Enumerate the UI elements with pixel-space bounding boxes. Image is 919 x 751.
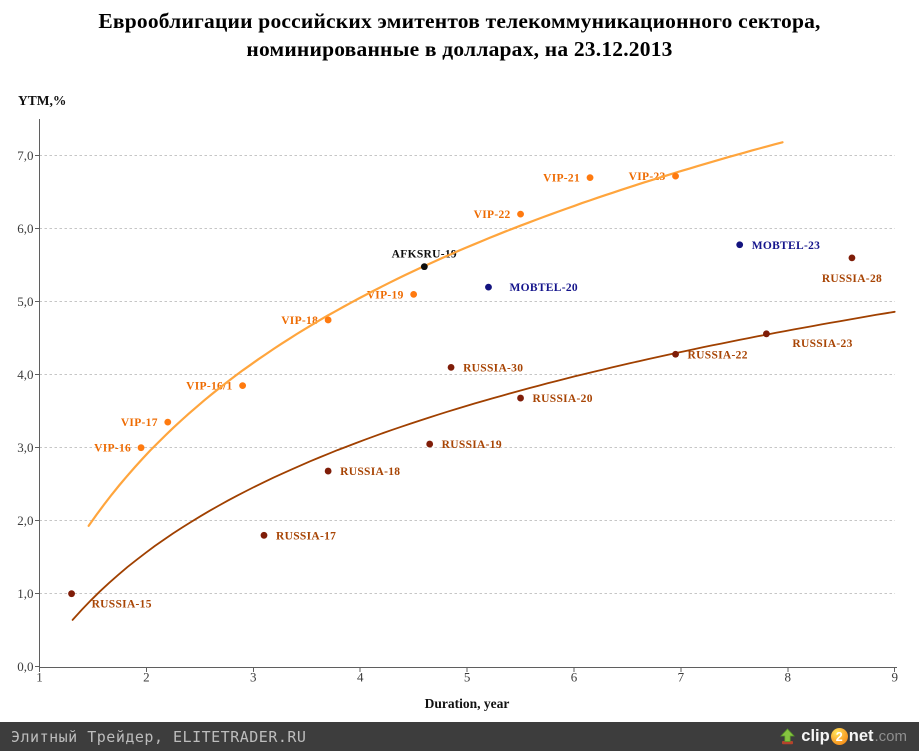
point-label-RUSSIA-15: RUSSIA-15 — [92, 599, 152, 611]
logo-text-com: .com — [874, 728, 907, 745]
point-label-VIP-23: VIP-23 — [629, 171, 666, 183]
point-label-RUSSIA-17: RUSSIA-17 — [276, 530, 336, 542]
point-label-VIP-17: VIP-17 — [121, 417, 158, 429]
chart-title-line2: номинированные в долларах, на 23.12.2013 — [246, 37, 673, 61]
x-tick-label: 5 — [464, 670, 471, 685]
point-RUSSIA-28 — [848, 254, 856, 262]
point-VIP-23 — [672, 172, 679, 180]
point-MOBTEL-23 — [736, 241, 744, 249]
chart-title: Еврооблигации российских эмитентов телек… — [0, 7, 919, 63]
point-RUSSIA-30 — [447, 364, 455, 371]
point-label-RUSSIA-20: RUSSIA-20 — [533, 393, 593, 405]
point-VIP-19 — [410, 291, 418, 298]
point-label-RUSSIA-19: RUSSIA-19 — [442, 439, 502, 451]
upload-arrow-icon — [780, 728, 796, 745]
point-RUSSIA-20 — [517, 394, 524, 402]
point-label-VIP-22: VIP-22 — [474, 209, 511, 221]
x-tick-label: 8 — [785, 670, 792, 685]
point-RUSSIA-22 — [672, 350, 679, 358]
point-label-VIP-18: VIP-18 — [281, 315, 318, 327]
y-tick-label: 0,0 — [17, 659, 33, 674]
point-label-RUSSIA-22: RUSSIA-22 — [688, 349, 748, 361]
trendline-russia — [71, 310, 896, 621]
point-VIP-17 — [164, 418, 172, 426]
x-tick-label: 6 — [571, 670, 578, 685]
point-VIP-22 — [517, 210, 524, 218]
point-label-MOBTEL-23: MOBTEL-23 — [752, 240, 821, 252]
trendline-vip — [87, 141, 784, 527]
point-VIP-16/1 — [239, 382, 247, 390]
point-label-VIP-21: VIP-21 — [543, 173, 580, 185]
point-label-RUSSIA-30: RUSSIA-30 — [463, 362, 523, 374]
point-RUSSIA-17 — [260, 531, 268, 539]
logo-text-net: net — [848, 727, 874, 745]
point-label-RUSSIA-18: RUSSIA-18 — [340, 466, 400, 478]
chart-title-line1: Еврооблигации российских эмитентов телек… — [98, 9, 821, 33]
y-tick-label: 7,0 — [17, 148, 33, 163]
x-axis-title: Duration, year — [425, 696, 510, 711]
y-tick-label: 4,0 — [17, 367, 33, 382]
y-tick-label: 2,0 — [17, 513, 33, 528]
y-tick-label: 3,0 — [17, 440, 33, 455]
x-tick-label: 4 — [357, 670, 364, 685]
y-tick-label: 6,0 — [17, 221, 33, 236]
logo-badge-2: 2 — [830, 728, 848, 745]
clip2net-logo: clip 2 net .com — [779, 727, 907, 746]
y-tick-label: 1,0 — [17, 586, 33, 601]
point-label-VIP-19: VIP-19 — [367, 289, 404, 301]
point-RUSSIA-19 — [426, 440, 434, 448]
x-tick-label: 3 — [250, 670, 257, 685]
point-RUSSIA-18 — [324, 467, 332, 475]
point-label-VIP-16: VIP-16 — [94, 443, 131, 455]
point-label-VIP-16/1: VIP-16/1 — [186, 381, 232, 393]
x-tick-label: 7 — [678, 670, 685, 685]
x-tick-label: 2 — [143, 670, 150, 685]
point-MOBTEL-20 — [485, 283, 492, 291]
footer-site-label: Элитный Трейдер, ELITETRADER.RU — [11, 727, 307, 746]
footer-bar: Элитный Трейдер, ELITETRADER.RU clip 2 n… — [0, 722, 919, 751]
logo-text-clip: clip — [801, 727, 830, 745]
point-VIP-18 — [324, 316, 332, 324]
x-tick-label: 9 — [891, 670, 898, 685]
point-RUSSIA-15 — [68, 590, 75, 598]
y-axis-title: YTM,% — [18, 93, 66, 108]
point-label-RUSSIA-28: RUSSIA-28 — [822, 273, 882, 285]
point-VIP-21 — [586, 174, 594, 182]
x-tick-label: 1 — [36, 670, 43, 685]
point-RUSSIA-23 — [763, 330, 770, 338]
point-label-RUSSIA-23: RUSSIA-23 — [792, 338, 852, 350]
point-VIP-16 — [137, 444, 145, 452]
point-AFKSRU-19 — [420, 263, 428, 271]
point-label-MOBTEL-20: MOBTEL-20 — [509, 282, 578, 294]
y-tick-label: 5,0 — [17, 294, 33, 309]
